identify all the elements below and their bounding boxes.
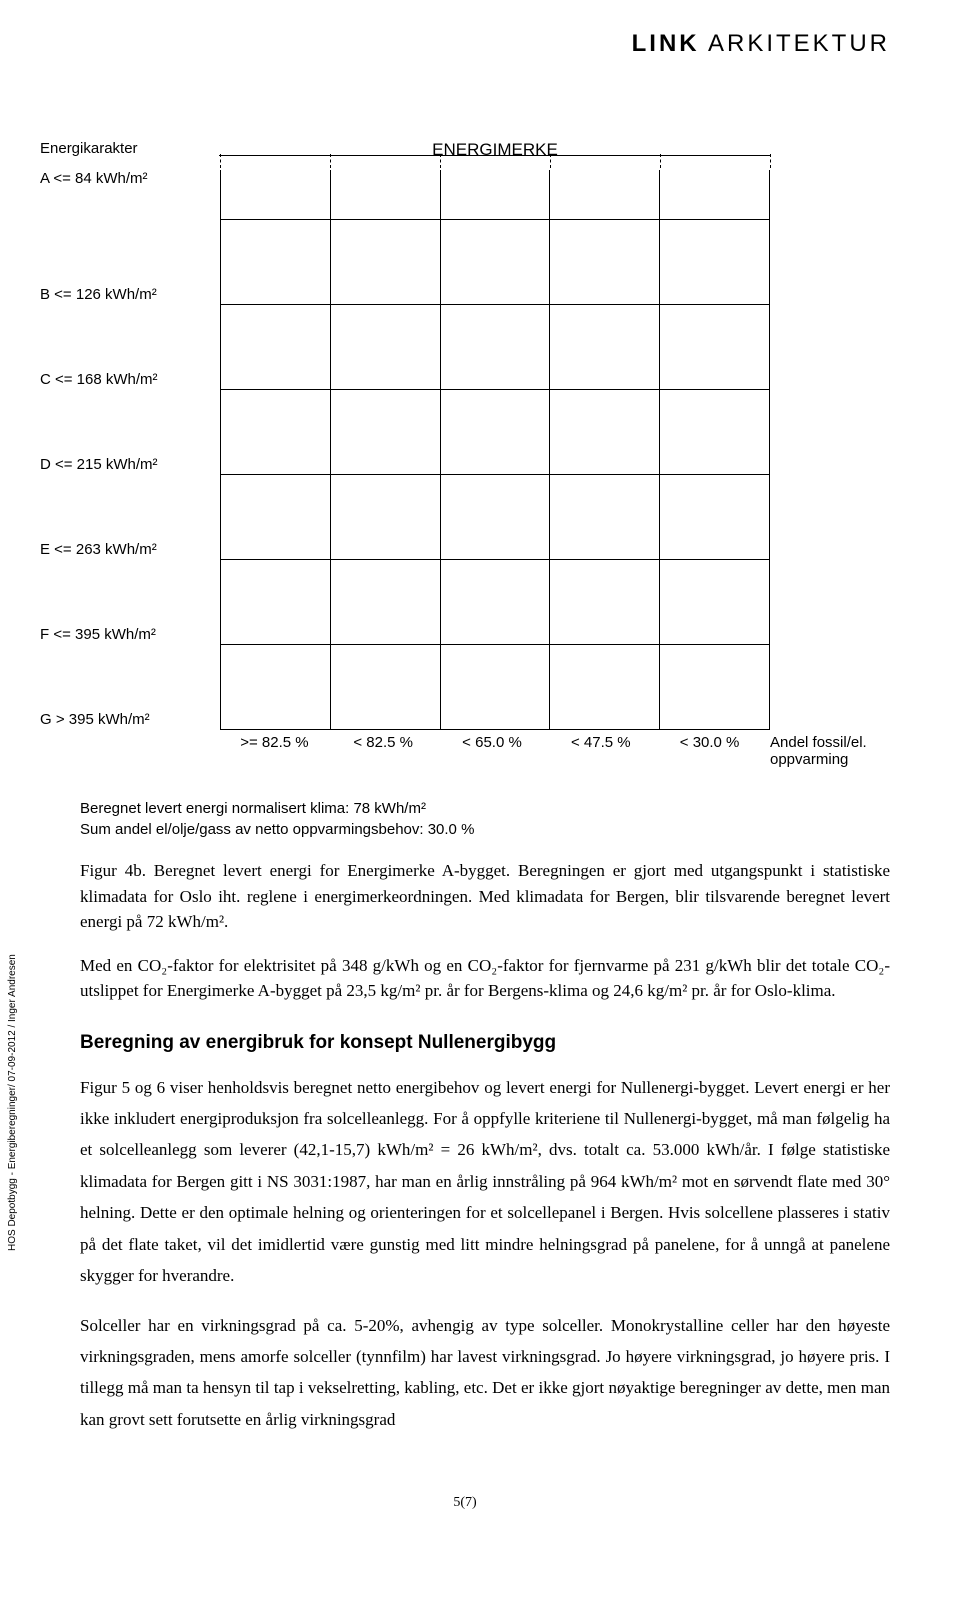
computed-line-2: Sum andel el/olje/gass av netto oppvarmi…: [80, 819, 890, 840]
chart-row-g: G > 395 kWh/m²: [40, 645, 890, 730]
x-label-3: < 47.5 %: [546, 734, 655, 768]
paragraph-figur56: Figur 5 og 6 viser henholdsvis beregnet …: [80, 1072, 890, 1292]
logo-light: ARKITEKTUR: [700, 30, 890, 57]
logo-bold: LINK: [632, 30, 700, 57]
y-label-e: E <= 263 kWh/m²: [40, 541, 220, 560]
paragraph-figur4b: Figur 4b. Beregnet levert energi for Ene…: [80, 858, 890, 935]
sidebar-rotated-text: HOS Depotbygg - Energiberegninger/ 07-09…: [7, 954, 18, 1251]
paragraph-co2: Med en CO₂-faktor for elektrisitet på 34…: [80, 953, 890, 1004]
x-label-2: < 65.0 %: [438, 734, 547, 768]
x-axis-right-label: Andel fossil/el. oppvarming: [770, 734, 890, 768]
section-heading-nullenergibygg: Beregning av energibruk for konsept Null…: [80, 1032, 890, 1054]
chart-row-c: C <= 168 kWh/m²: [40, 305, 890, 390]
logo: LINK ARKITEKTUR: [632, 30, 890, 58]
y-label-d: D <= 215 kWh/m²: [40, 456, 220, 475]
chart-grid: A <= 84 kWh/m² B <= 126 kWh/m² C <= 168 …: [40, 170, 890, 768]
y-label-c: C <= 168 kWh/m²: [40, 371, 220, 390]
energimerke-chart: Energikarakter ENERGIMERKE A <= 84 kWh/m…: [40, 140, 890, 768]
chart-row-e: E <= 263 kWh/m²: [40, 475, 890, 560]
computed-line-1: Beregnet levert energi normalisert klima…: [80, 798, 890, 819]
x-label-4: < 30.0 %: [655, 734, 764, 768]
chart-row-f: F <= 395 kWh/m²: [40, 560, 890, 645]
page-number: 5(7): [40, 1495, 890, 1511]
chart-x-axis: >= 82.5 % < 82.5 % < 65.0 % < 47.5 % < 3…: [40, 734, 890, 768]
y-label-b: B <= 126 kWh/m²: [40, 286, 220, 305]
y-label-g: G > 395 kWh/m²: [40, 711, 220, 730]
x-label-0: >= 82.5 %: [220, 734, 329, 768]
chart-footer-text: Beregnet levert energi normalisert klima…: [80, 798, 890, 840]
chart-title: ENERGIMERKE: [220, 140, 770, 160]
y-label-a: A <= 84 kWh/m²: [40, 170, 220, 189]
chart-y-title: Energikarakter: [40, 140, 220, 157]
paragraph-solceller: Solceller har en virkningsgrad på ca. 5-…: [80, 1310, 890, 1436]
x-label-1: < 82.5 %: [329, 734, 438, 768]
y-label-f: F <= 395 kWh/m²: [40, 626, 220, 645]
chart-row-b: B <= 126 kWh/m²: [40, 220, 890, 305]
chart-row-d: D <= 215 kWh/m²: [40, 390, 890, 475]
chart-row-a: A <= 84 kWh/m²: [40, 170, 890, 220]
